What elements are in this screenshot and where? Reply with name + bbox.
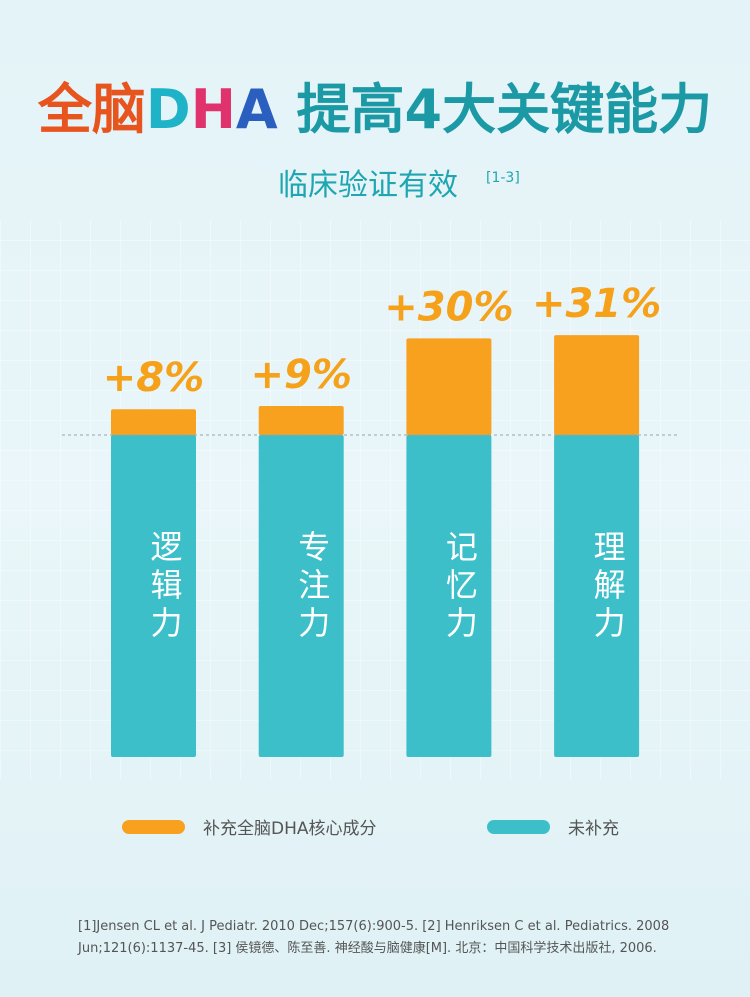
legend-swatch [487, 820, 550, 834]
subtitle-ref: [1-3] [486, 170, 520, 186]
bar-segment [258, 406, 344, 435]
footnote: [1]Jensen CL et al. J Pediatr. 2010 Dec;… [78, 919, 669, 934]
title-part: 提高4大关键能力 [278, 78, 712, 141]
footnote: Jun;121(6):1137-45. [3] 侯镜德、陈至善. 神经酸与脑健康… [77, 940, 657, 956]
title-part: 全脑 [37, 78, 146, 141]
subtitle: 临床验证有效 [278, 168, 458, 203]
bar-segment [258, 435, 344, 757]
title-part: A [236, 78, 278, 141]
title: 全脑DHA 提高4大关键能力 [37, 78, 712, 141]
category-label: 专注力 [293, 530, 331, 644]
legend-label: 补充全脑DHA核心成分 [203, 819, 377, 839]
category-label: 记忆力 [441, 530, 479, 644]
bar-segment [406, 338, 492, 435]
value-label: +9% [250, 352, 351, 398]
title-part: D [146, 78, 191, 141]
legend-label: 未补充 [568, 819, 619, 839]
title-part: H [191, 78, 236, 141]
bar-segment [111, 435, 196, 757]
value-label: +30% [384, 284, 513, 330]
bar-segment [406, 435, 492, 757]
category-label: 理解力 [589, 530, 627, 644]
legend-swatch [122, 820, 185, 834]
bar-segment [111, 409, 196, 435]
bar-segment [554, 435, 640, 757]
bar-segment [554, 335, 640, 435]
value-label: +31% [532, 281, 661, 327]
category-label: 逻辑力 [146, 530, 184, 644]
value-label: +8% [103, 355, 204, 401]
